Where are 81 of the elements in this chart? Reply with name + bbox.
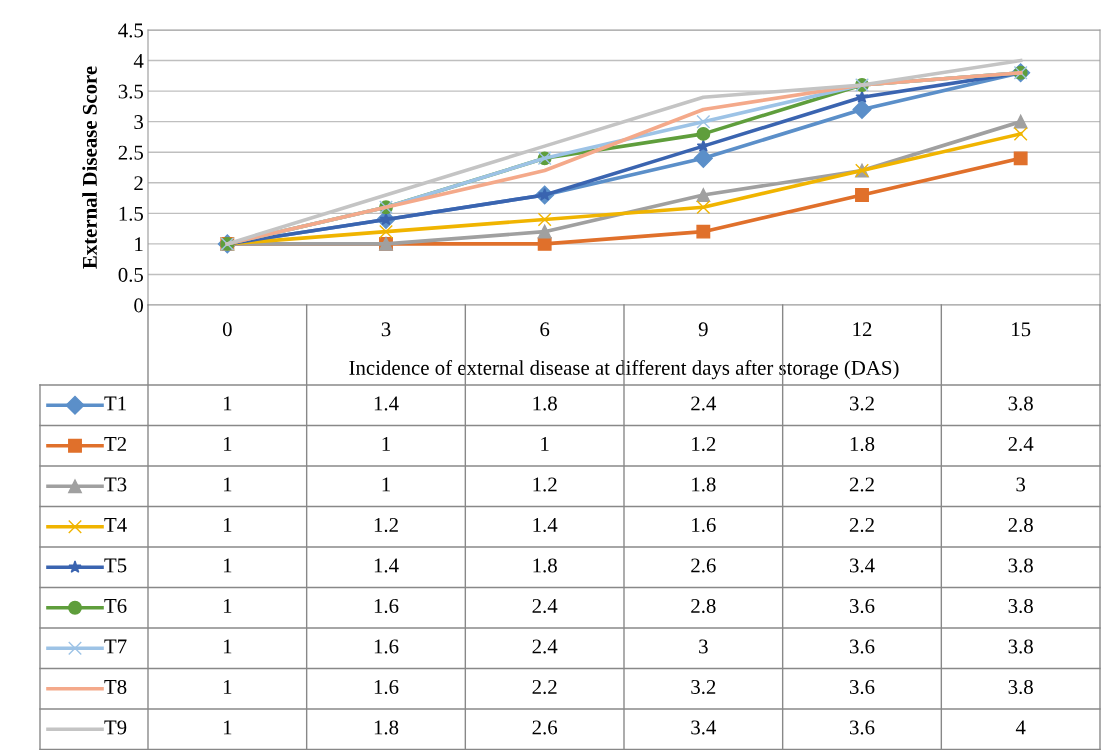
data-label: 2.4 bbox=[532, 598, 558, 614]
y-tick-label: 3.5 bbox=[118, 84, 144, 99]
data-label: 1.6 bbox=[374, 639, 399, 654]
data-label: 3.6 bbox=[849, 720, 875, 735]
data-label: 1.6 bbox=[374, 598, 399, 614]
data-label: 1 bbox=[223, 518, 232, 532]
data-label: 1 bbox=[223, 639, 232, 654]
data-label: 2.2 bbox=[849, 517, 874, 533]
data-label: 2.6 bbox=[691, 558, 716, 573]
y-tick-label: 2.5 bbox=[118, 145, 144, 160]
data-label: 1.6 bbox=[374, 679, 399, 695]
legend-label: T3 bbox=[104, 477, 127, 492]
data-label: 1.4 bbox=[533, 518, 558, 533]
data-label: 3.8 bbox=[1008, 639, 1033, 654]
x-tick-label: 3 bbox=[381, 322, 391, 337]
y-axis-title: External Disease Score bbox=[82, 66, 97, 269]
data-label: 1 bbox=[223, 437, 232, 451]
data-label: 1.8 bbox=[533, 396, 557, 411]
data-label: 3.2 bbox=[691, 679, 716, 695]
x-tick-label: 6 bbox=[540, 322, 550, 337]
legend-label: T7 bbox=[104, 639, 127, 654]
data-label: 2.4 bbox=[532, 639, 558, 654]
data-label: 1.2 bbox=[533, 477, 557, 492]
data-label: 2.2 bbox=[849, 477, 874, 492]
legend-label: T4 bbox=[104, 518, 127, 532]
data-label: 1 bbox=[382, 437, 390, 451]
y-tick-label: 1.5 bbox=[119, 206, 144, 221]
data-label: 1.8 bbox=[374, 720, 399, 735]
data-label: 1 bbox=[382, 477, 390, 492]
data-label: 3.4 bbox=[691, 720, 717, 735]
data-label: 1.4 bbox=[374, 558, 399, 573]
data-label: 3.2 bbox=[849, 396, 874, 411]
data-label: 3.4 bbox=[849, 558, 875, 573]
data-label: 1 bbox=[223, 558, 232, 573]
data-label: 2.8 bbox=[1008, 517, 1033, 533]
x-axis-title: Incidence of external disease at different days after storage (DAS) bbox=[349, 360, 899, 380]
legend-label: T8 bbox=[104, 679, 127, 694]
y-tick-label: 4 bbox=[133, 54, 144, 68]
data-label: 3.8 bbox=[1008, 558, 1033, 573]
data-label: 2.8 bbox=[691, 598, 716, 614]
data-label: 2.4 bbox=[691, 396, 717, 411]
data-label: 1.8 bbox=[692, 477, 716, 492]
data-label: 3.8 bbox=[1008, 396, 1033, 411]
data-label: 1.4 bbox=[374, 396, 399, 411]
data-label: 3.6 bbox=[849, 639, 875, 654]
data-label: 3 bbox=[1016, 477, 1026, 492]
x-tick-label: 15 bbox=[1012, 322, 1031, 337]
data-label: 1 bbox=[223, 599, 232, 613]
y-tick-label: 0 bbox=[134, 298, 144, 313]
x-tick-label: 12 bbox=[853, 322, 872, 337]
data-label: 3.8 bbox=[1008, 598, 1033, 614]
y-tick-label: 4.5 bbox=[118, 23, 144, 38]
x-tick-label: 9 bbox=[698, 322, 708, 337]
data-label: 3.8 bbox=[1008, 679, 1033, 695]
data-label: 2.4 bbox=[1008, 436, 1034, 452]
legend-label: T1 bbox=[104, 396, 126, 411]
legend-label: T5 bbox=[104, 558, 127, 573]
data-label: 1 bbox=[223, 477, 232, 492]
data-label: 1.8 bbox=[533, 558, 557, 573]
data-label: 1.6 bbox=[692, 517, 716, 533]
data-label: 2.6 bbox=[532, 720, 558, 735]
data-label: 1.2 bbox=[692, 436, 716, 452]
y-tick-label: 3 bbox=[134, 115, 144, 130]
data-label: 1 bbox=[223, 396, 232, 411]
legend-label: T6 bbox=[104, 598, 127, 613]
data-label: 1.8 bbox=[850, 436, 875, 452]
x-tick-label: 0 bbox=[222, 322, 232, 337]
data-label: 3 bbox=[699, 639, 708, 654]
legend-label: T2 bbox=[104, 436, 126, 451]
y-tick-label: 2 bbox=[134, 176, 143, 191]
data-label: 2.2 bbox=[532, 679, 557, 695]
data-label: 1 bbox=[223, 720, 232, 735]
data-label: 1 bbox=[223, 680, 232, 694]
data-label: 1.2 bbox=[374, 517, 398, 533]
legend-label: T9 bbox=[104, 720, 127, 735]
data-label: 3.6 bbox=[849, 598, 875, 614]
y-tick-label: 1 bbox=[135, 237, 143, 252]
data-label: 1 bbox=[541, 437, 549, 451]
data-label: 3.6 bbox=[849, 679, 875, 695]
data-label: 4 bbox=[1015, 720, 1026, 735]
y-tick-label: 0.5 bbox=[118, 267, 144, 282]
